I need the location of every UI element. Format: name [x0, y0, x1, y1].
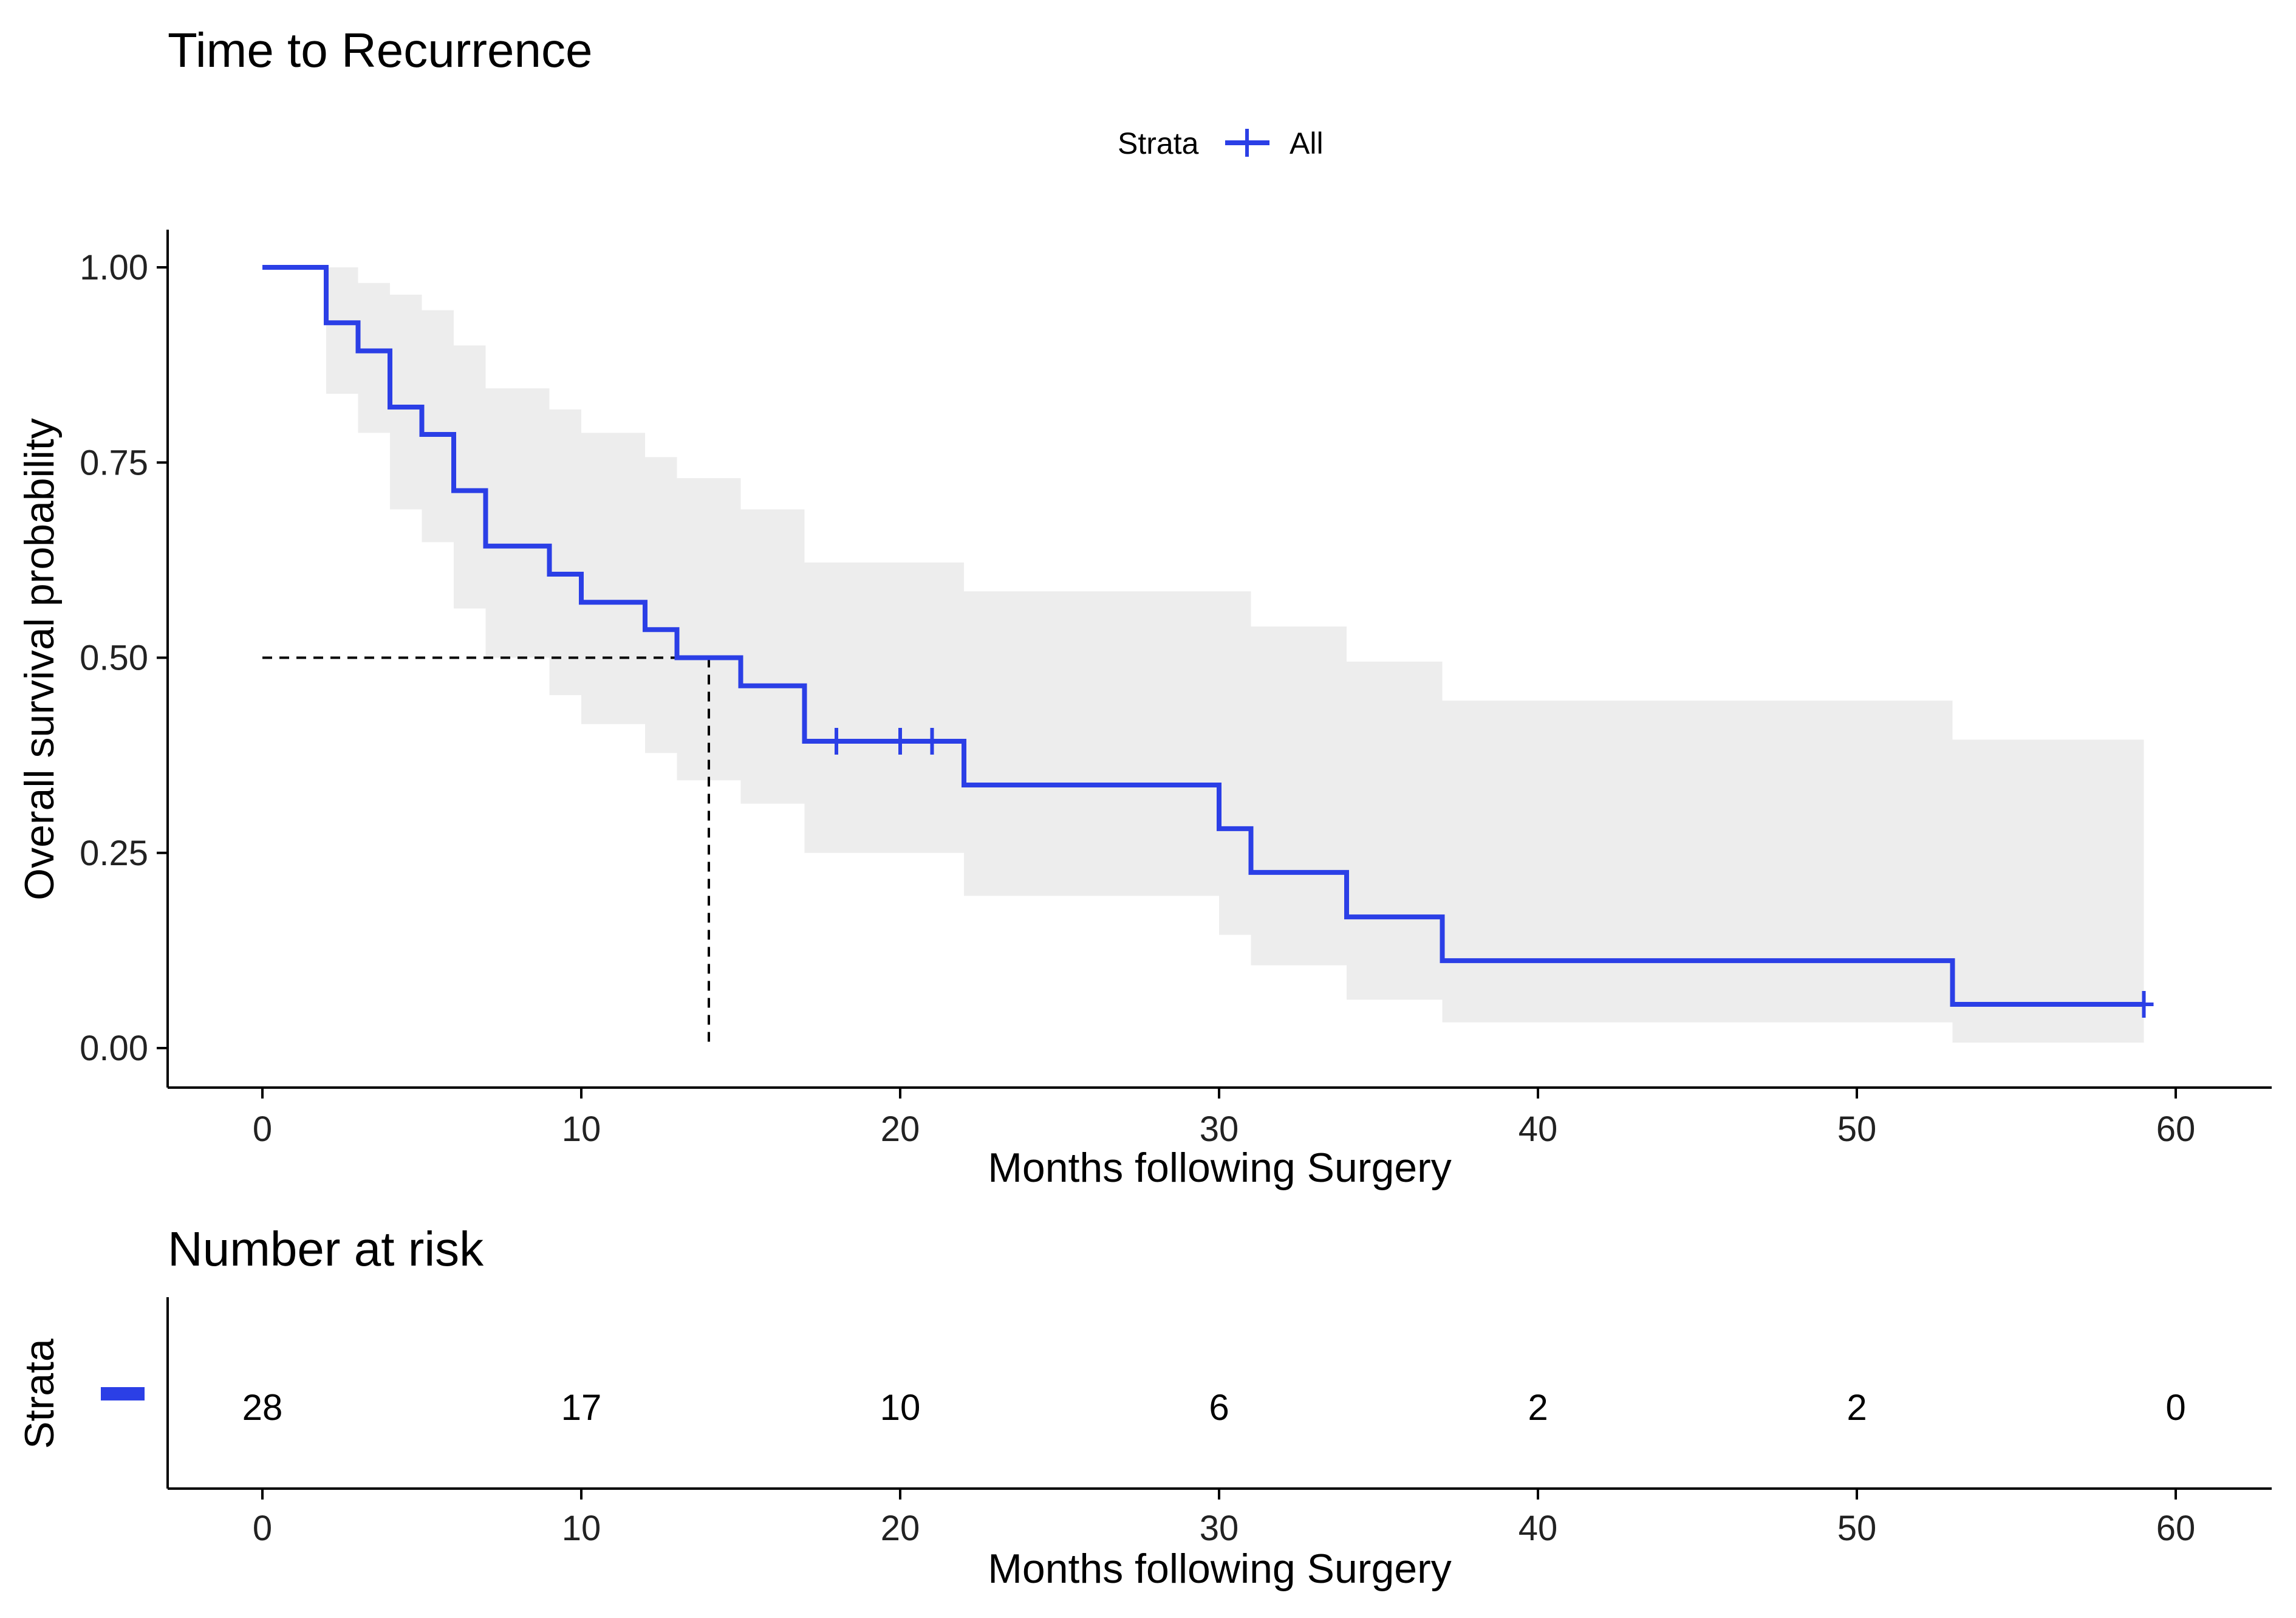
median-lines	[262, 656, 710, 1048]
risk-x-axis-ticks: 0 10 20 30 40 50 60	[253, 1489, 2195, 1548]
risk-values: 28 17 10 6 2 2 0	[242, 1387, 2186, 1428]
risk-x-tick-label: 60	[2156, 1509, 2196, 1548]
censor-mark	[922, 727, 942, 755]
x-tick-label: 20	[881, 1109, 920, 1149]
risk-x-tick-label: 10	[562, 1509, 601, 1548]
x-tick-label: 10	[562, 1109, 601, 1149]
risk-x-tick-label: 50	[1837, 1509, 1877, 1548]
risk-x-tick-label: 30	[1200, 1509, 1239, 1548]
y-tick-label: 1.00	[80, 248, 148, 287]
legend-title: Strata	[1118, 126, 1199, 160]
risk-value: 2	[1847, 1387, 1867, 1428]
x-tick-label: 0	[253, 1109, 272, 1149]
x-tick-label: 60	[2156, 1109, 2196, 1149]
censor-mark	[827, 727, 846, 755]
censor-mark	[2134, 991, 2154, 1018]
censor-mark	[890, 727, 910, 755]
risk-value: 0	[2165, 1387, 2185, 1428]
survival-plot: 0.00 0.25 0.50 0.75 1.00 0 10 20 30 40 50 60 Month…	[16, 230, 2272, 1191]
legend: Strata All	[1118, 126, 1324, 160]
x-axis-ticks: 0 10 20 30 40 50 60	[253, 1088, 2195, 1149]
risk-table-title: Number at risk	[168, 1222, 484, 1276]
y-axis-title: Overall survival probability	[16, 418, 63, 900]
y-axis-ticks: 0.00 0.25 0.50 0.75 1.00	[80, 248, 168, 1068]
risk-x-axis-title: Months following Surgery	[988, 1546, 1451, 1592]
x-tick-label: 40	[1519, 1109, 1558, 1149]
risk-value: 10	[880, 1387, 921, 1428]
risk-value: 6	[1209, 1387, 1229, 1428]
x-tick-label: 30	[1200, 1109, 1239, 1149]
confidence-band	[262, 267, 2144, 1043]
legend-entry-all: All	[1290, 126, 1324, 160]
risk-value: 28	[242, 1387, 283, 1428]
risk-value: 2	[1528, 1387, 1548, 1428]
risk-x-tick-label: 40	[1519, 1509, 1558, 1548]
risk-x-tick-label: 0	[253, 1509, 272, 1548]
y-tick-label: 0.00	[80, 1029, 148, 1068]
chart-title: Time to Recurrence	[168, 23, 593, 77]
y-tick-label: 0.50	[80, 639, 148, 678]
x-tick-label: 50	[1837, 1109, 1877, 1149]
confidence-band-layer	[262, 267, 2144, 1043]
survival-curve-layer	[262, 265, 2144, 1007]
risk-table: Number at risk 28 17 10 6 2 2 0 0 10 20 30 40 50 60 …	[16, 1222, 2272, 1592]
y-tick-label: 0.25	[80, 834, 148, 873]
risk-x-tick-label: 20	[881, 1509, 920, 1548]
y-tick-label: 0.75	[80, 443, 148, 482]
x-axis-title: Months following Surgery	[988, 1145, 1451, 1191]
risk-y-axis-title: Strata	[16, 1339, 63, 1449]
censor-marks	[827, 727, 2154, 1018]
risk-value: 17	[561, 1387, 602, 1428]
survival-curve	[262, 265, 2144, 1007]
strata-color-swatch	[101, 1387, 145, 1400]
